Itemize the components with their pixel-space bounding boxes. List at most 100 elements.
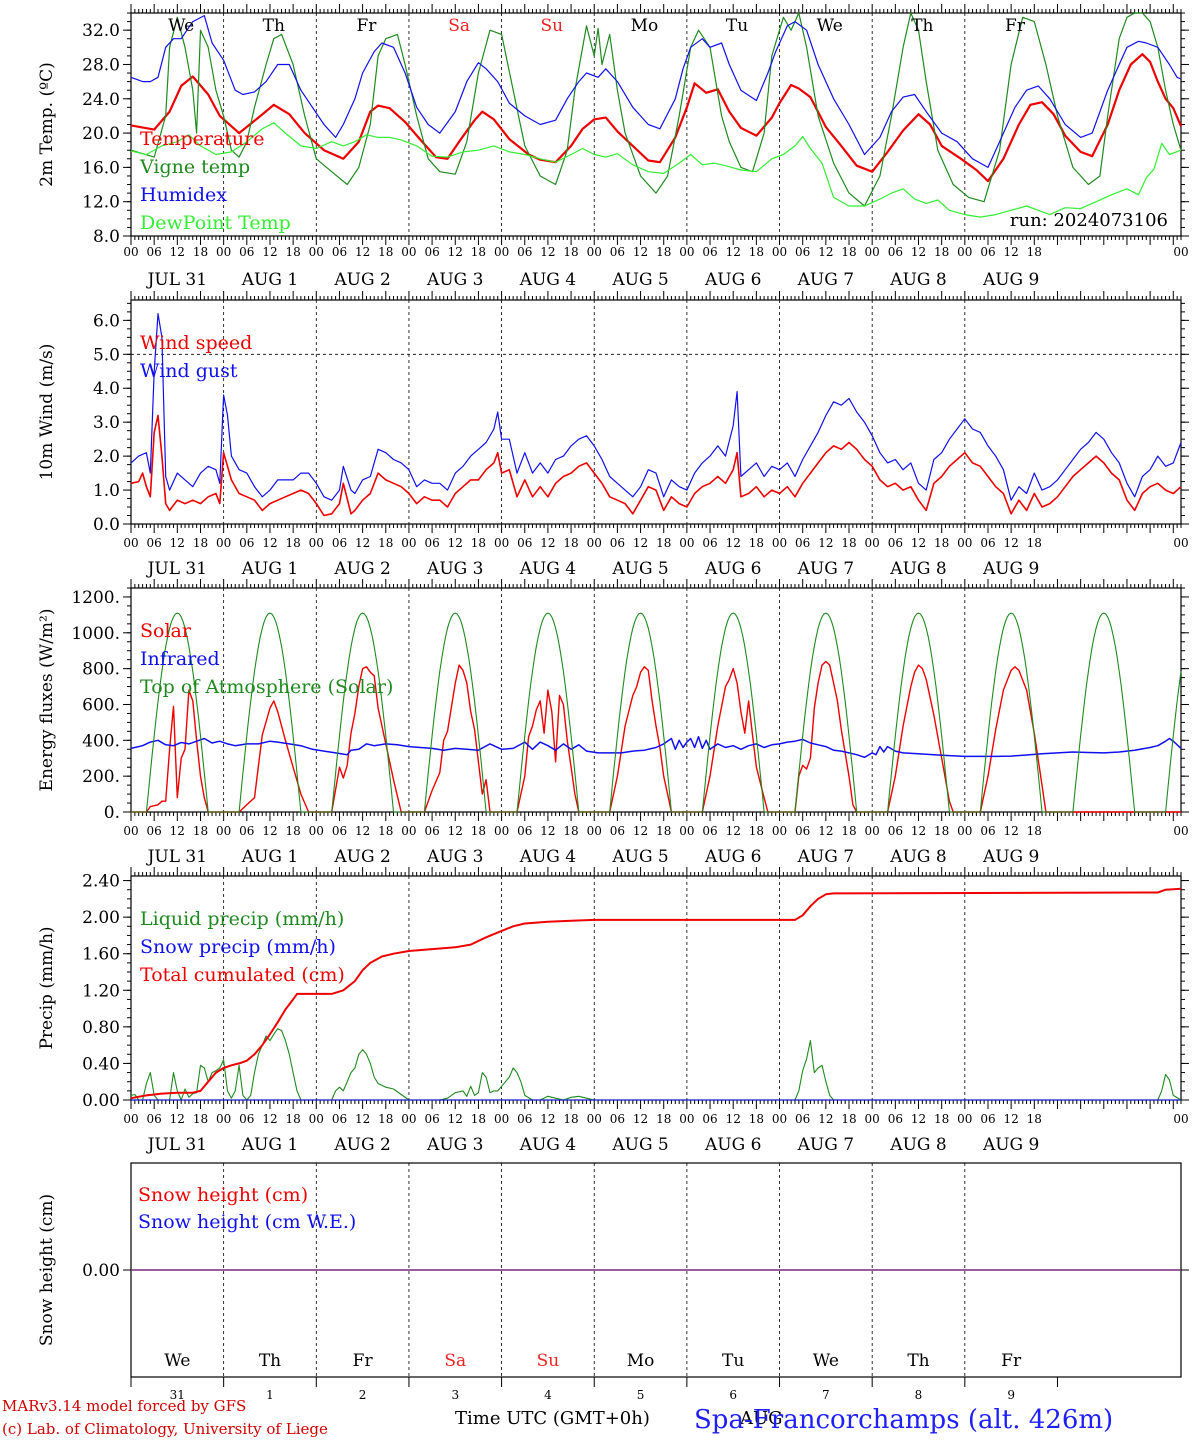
day-number-label: 3 xyxy=(451,1388,459,1402)
hour-label: 00 xyxy=(772,1112,787,1126)
hour-label: 12 xyxy=(448,536,463,550)
hour-label: 00 xyxy=(401,824,416,838)
hour-label: 06 xyxy=(424,1112,439,1126)
hour-label: 06 xyxy=(888,1112,903,1126)
hour-label: 06 xyxy=(980,245,995,259)
hour-label: 00 xyxy=(865,245,880,259)
hour-label: 12 xyxy=(540,1112,555,1126)
date-label: AUG 1 xyxy=(241,1135,298,1155)
hour-label: 06 xyxy=(332,245,347,259)
hour-label: 12 xyxy=(448,1112,463,1126)
hour-label: 00 xyxy=(679,824,694,838)
day-number-label: 4 xyxy=(544,1388,552,1402)
hour-label: 18 xyxy=(1027,1112,1042,1126)
hour-label: 12 xyxy=(633,824,648,838)
y-tick-label: 200. xyxy=(82,767,120,787)
hour-label: 18 xyxy=(563,245,578,259)
y-axis-label: 10m Wind (m/s) xyxy=(37,344,57,481)
hour-label: 12 xyxy=(726,824,741,838)
hour-label: 12 xyxy=(911,245,926,259)
hour-label: 06 xyxy=(239,824,254,838)
day-of-week-label: Mo xyxy=(631,16,659,36)
y-tick-label: 4.0 xyxy=(93,379,120,399)
y-tick-label: 16.0 xyxy=(82,158,120,178)
hour-label: 00 xyxy=(123,245,138,259)
hour-label: 06 xyxy=(702,1112,717,1126)
hour-label: 18 xyxy=(471,824,486,838)
hour-label: 00 xyxy=(309,536,324,550)
hour-label: 00 xyxy=(123,536,138,550)
legend-entry: Wind gust xyxy=(140,360,238,382)
hour-label: 06 xyxy=(424,824,439,838)
hour-label: 12 xyxy=(170,1112,185,1126)
hour-label: 06 xyxy=(517,536,532,550)
date-label: AUG 6 xyxy=(704,1135,761,1155)
hour-label: 18 xyxy=(934,1112,949,1126)
date-label: AUG 9 xyxy=(982,270,1039,290)
series-humidex xyxy=(130,15,1182,168)
day-number-label: 8 xyxy=(915,1388,923,1402)
day-of-week-label: We xyxy=(164,1351,190,1371)
hour-label: 00 xyxy=(123,1112,138,1126)
hour-label: 18 xyxy=(285,536,300,550)
hour-label: 12 xyxy=(633,1112,648,1126)
date-label: AUG 8 xyxy=(889,559,946,579)
day-of-week-label: Th xyxy=(263,16,285,36)
hour-label: 18 xyxy=(656,824,671,838)
y-tick-label: 1000. xyxy=(71,624,120,644)
month-overlay-label: AUG xyxy=(739,1408,783,1429)
date-label: AUG 6 xyxy=(704,559,761,579)
hour-label: 12 xyxy=(355,1112,370,1126)
model-credit: MARv3.14 model forced by GFS xyxy=(2,1397,246,1415)
hour-label: 00 xyxy=(494,245,509,259)
hour-label: 12 xyxy=(540,824,555,838)
hour-label: 06 xyxy=(888,536,903,550)
hour-label: 12 xyxy=(818,536,833,550)
day-number-label: 1 xyxy=(266,1388,274,1402)
hour-label: 18 xyxy=(285,245,300,259)
panel-temperature: 8.0 12.0 16.0 20.0 24.0 28.0 32.0 2m Temp. (ºC)… xyxy=(37,4,1189,290)
hour-label: 12 xyxy=(726,245,741,259)
hour-label: 00 xyxy=(1173,536,1188,550)
day-of-week-label: Tu xyxy=(726,16,748,36)
date-label: AUG 5 xyxy=(611,847,668,867)
hour-label: 00 xyxy=(772,245,787,259)
y-tick-label: 800. xyxy=(82,660,120,680)
hour-label: 18 xyxy=(378,1112,393,1126)
hour-label: 00 xyxy=(957,824,972,838)
hour-label: 00 xyxy=(587,824,602,838)
y-tick-label: 1.0 xyxy=(93,481,120,501)
hour-label: 06 xyxy=(795,824,810,838)
hour-label: 12 xyxy=(448,824,463,838)
hour-label: 06 xyxy=(332,1112,347,1126)
day-number-label: 6 xyxy=(729,1388,737,1402)
hour-label: 00 xyxy=(679,245,694,259)
plot-frame xyxy=(130,12,1182,237)
legend-entry: Infrared xyxy=(140,648,220,670)
date-label: JUL 31 xyxy=(146,559,207,579)
hour-label: 12 xyxy=(911,1112,926,1126)
y-axis-label: 2m Temp. (ºC) xyxy=(37,62,57,187)
hour-label: 12 xyxy=(911,824,926,838)
y-axis-label: Energy fluxes (W/m²) xyxy=(37,609,57,792)
legend-entry: DewPoint Temp xyxy=(140,212,291,234)
hour-label: 18 xyxy=(193,536,208,550)
hour-label: 00 xyxy=(865,536,880,550)
hour-label: 18 xyxy=(749,536,764,550)
hour-label: 06 xyxy=(147,824,162,838)
hour-label: 06 xyxy=(610,536,625,550)
legend-entry: Snow precip (mm/h) xyxy=(140,936,336,958)
hour-label: 12 xyxy=(355,245,370,259)
hour-label: 06 xyxy=(517,1112,532,1126)
hour-label: 00 xyxy=(865,824,880,838)
series-dewpoint-temp xyxy=(130,122,1182,218)
date-label: AUG 7 xyxy=(797,847,854,867)
hour-label: 00 xyxy=(309,245,324,259)
hour-label: 12 xyxy=(633,536,648,550)
date-label: AUG 8 xyxy=(889,270,946,290)
day-of-week-label: Sa xyxy=(444,1351,466,1371)
hour-label: 06 xyxy=(424,536,439,550)
date-label: AUG 2 xyxy=(333,559,390,579)
hour-label: 00 xyxy=(587,245,602,259)
